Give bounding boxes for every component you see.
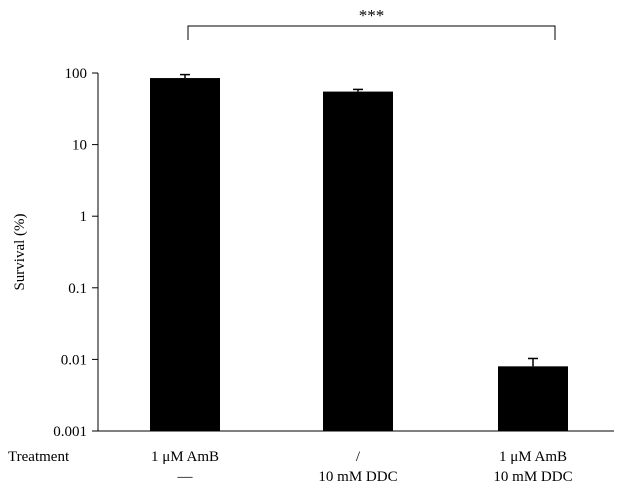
- bar: [498, 366, 568, 431]
- y-tick-label: 10: [72, 138, 87, 154]
- treatment-row-label: Treatment: [8, 449, 70, 465]
- category-label-line2: 10 mM DDC: [493, 469, 572, 485]
- category-label-line2: 10 mM DDC: [318, 469, 397, 485]
- bar: [150, 78, 220, 432]
- y-tick-label: 0.001: [53, 424, 87, 440]
- y-tick-label: 1: [80, 209, 88, 225]
- significance-bracket: [187, 25, 556, 40]
- category-label-line1: 1 μM AmB: [151, 449, 219, 465]
- bar: [323, 91, 393, 432]
- y-axis-title: Survival (%): [12, 213, 28, 290]
- significance-label: ***: [359, 6, 385, 25]
- y-tick-label: 0.1: [68, 281, 87, 297]
- category-label-line1: 1 μM AmB: [499, 449, 567, 465]
- category-label-line1: /: [356, 449, 361, 465]
- y-tick-label: 100: [65, 66, 88, 82]
- category-label-line2: —: [177, 469, 194, 485]
- y-tick-label: 0.01: [61, 352, 87, 368]
